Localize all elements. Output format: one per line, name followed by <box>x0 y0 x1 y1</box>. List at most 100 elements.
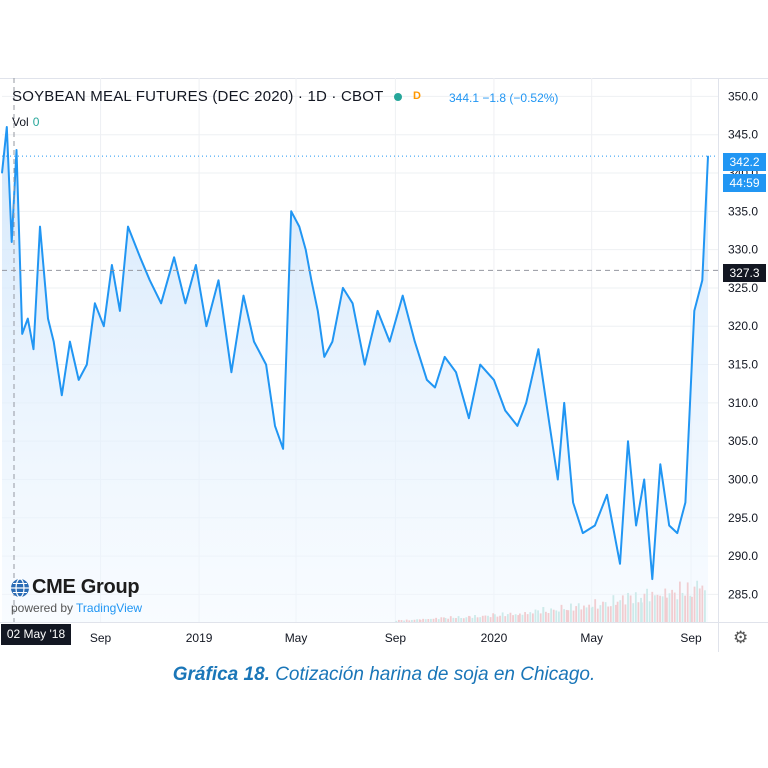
price-point <box>549 425 551 427</box>
figure-caption: Gráfica 18. Cotización harina de soja en… <box>0 664 768 686</box>
price-point <box>364 363 366 366</box>
price-point <box>572 501 574 504</box>
price-point <box>377 310 379 312</box>
y-tick-label: 305.0 <box>728 434 758 448</box>
price-point <box>230 371 233 373</box>
price-point <box>516 425 518 427</box>
price-point <box>11 241 13 243</box>
price-point <box>627 440 629 442</box>
volume-label: Vol <box>12 115 29 129</box>
price-point <box>103 325 105 327</box>
price-point <box>317 310 319 312</box>
powered-by-text: powered by TradingView <box>11 601 142 615</box>
price-point <box>619 563 621 565</box>
volume-value: 0 <box>32 115 40 129</box>
y-tick-label: 285.0 <box>728 587 758 601</box>
price-point <box>493 379 495 381</box>
price-point <box>195 264 197 266</box>
price-point <box>707 155 709 157</box>
price-point <box>504 409 506 412</box>
price-point <box>310 279 312 281</box>
price-point <box>455 371 457 373</box>
caption-number: Gráfica 18. <box>172 664 270 685</box>
y-tick-label: 330.0 <box>728 243 758 257</box>
x-tick-label: Sep <box>90 631 112 645</box>
price-point <box>6 126 8 128</box>
price-point <box>27 317 29 320</box>
tradingview-link[interactable]: TradingView <box>76 601 143 615</box>
x-tick-label: 2019 <box>186 631 213 645</box>
x-tick-label: May <box>580 631 603 645</box>
price-point <box>149 279 151 281</box>
cme-globe-icon <box>11 578 29 598</box>
price-point <box>594 524 596 527</box>
price-point <box>479 363 481 366</box>
price-area <box>2 127 708 622</box>
price-point <box>265 363 267 366</box>
crosshair-date-tag: 02 May '18 <box>1 624 71 645</box>
price-point <box>434 386 436 389</box>
price-point <box>389 340 391 343</box>
x-tick-label: 2020 <box>481 631 508 645</box>
price-point <box>635 524 637 527</box>
price-point <box>69 340 71 343</box>
y-tick-label: 315.0 <box>728 358 758 372</box>
price-point <box>298 226 300 228</box>
price-point <box>139 256 141 258</box>
market-status-dot <box>394 93 402 101</box>
price-point <box>668 524 670 527</box>
chart-title: SOYBEAN MEAL FUTURES (DEC 2020) · 1D · C… <box>12 88 384 105</box>
price-point <box>305 249 307 251</box>
y-tick-label: 320.0 <box>728 319 758 333</box>
price-point <box>160 302 162 304</box>
price-point <box>173 256 175 258</box>
price-point <box>1 172 3 174</box>
price-point <box>582 532 584 534</box>
y-tick-label: 345.0 <box>728 128 758 142</box>
price-point <box>525 402 527 404</box>
price-point <box>274 425 276 427</box>
price-point <box>39 226 41 228</box>
y-tick-label: 290.0 <box>728 549 758 563</box>
crosshair-price-tag: 327.3 <box>723 264 766 282</box>
volume-legend: Vol 0 <box>12 115 39 129</box>
price-point <box>693 310 695 312</box>
y-tick-label: 350.0 <box>728 89 758 103</box>
price-point <box>290 210 292 212</box>
x-tick-label: Sep <box>385 631 407 645</box>
price-chart[interactable]: 285.0 290.0 295.0 300.0 305.0 310.0 315.0 320.0… <box>0 78 768 652</box>
price-point <box>342 287 344 289</box>
price-point <box>111 264 113 266</box>
price-point <box>86 363 88 366</box>
price-point <box>184 302 186 304</box>
price-point <box>659 463 661 465</box>
price-point <box>557 478 559 481</box>
price-quote: 344.1 −1.8 (−0.52%) <box>449 91 559 105</box>
price-point <box>331 340 333 343</box>
cme-group-logo: CME Group <box>32 576 140 598</box>
caption-text: Cotización harina de soja en Chicago. <box>269 664 596 685</box>
price-point <box>94 302 96 304</box>
price-point <box>606 494 608 496</box>
price-point <box>253 340 255 343</box>
last-price-tag: 342.2 <box>723 153 766 171</box>
price-point <box>127 226 129 228</box>
price-point <box>47 317 49 320</box>
x-tick-label: May <box>285 631 308 645</box>
price-point <box>701 279 703 281</box>
price-point <box>468 417 470 419</box>
price-point <box>61 394 63 396</box>
price-point <box>282 448 284 450</box>
price-point <box>21 333 23 335</box>
gear-icon[interactable]: ⚙ <box>733 628 749 647</box>
powered-by-label: powered by <box>11 601 74 615</box>
price-point <box>15 149 18 151</box>
y-tick-label: 310.0 <box>728 396 758 410</box>
price-point <box>323 356 325 358</box>
delay-badge: D <box>413 90 421 102</box>
price-point <box>684 501 686 504</box>
price-point <box>119 310 121 312</box>
price-point <box>32 348 35 350</box>
y-tick-label: 335.0 <box>728 204 758 218</box>
price-point <box>444 356 446 358</box>
